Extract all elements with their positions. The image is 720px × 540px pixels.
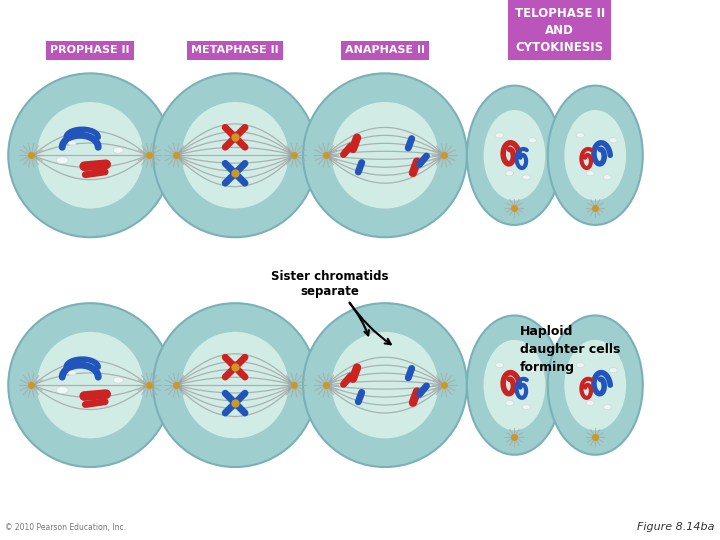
Ellipse shape — [586, 171, 594, 176]
Ellipse shape — [603, 404, 611, 410]
Text: © 2010 Pearson Education, Inc.: © 2010 Pearson Education, Inc. — [5, 523, 126, 532]
Ellipse shape — [609, 138, 617, 143]
Ellipse shape — [523, 175, 531, 180]
Ellipse shape — [484, 340, 545, 430]
Circle shape — [37, 332, 143, 438]
Circle shape — [182, 102, 288, 208]
Circle shape — [332, 102, 438, 208]
Text: Sister chromatids
separate: Sister chromatids separate — [271, 270, 389, 335]
Ellipse shape — [564, 340, 626, 430]
Ellipse shape — [576, 363, 584, 368]
Ellipse shape — [523, 404, 531, 410]
Ellipse shape — [576, 133, 584, 138]
Ellipse shape — [113, 377, 123, 383]
Text: ANAPHASE II: ANAPHASE II — [345, 45, 425, 56]
Text: Figure 8.14ba: Figure 8.14ba — [637, 522, 715, 532]
Circle shape — [37, 102, 143, 208]
Ellipse shape — [586, 401, 594, 406]
Text: PROPHASE II: PROPHASE II — [50, 45, 130, 56]
Ellipse shape — [564, 110, 626, 200]
Ellipse shape — [505, 171, 513, 176]
Ellipse shape — [68, 141, 76, 146]
Ellipse shape — [548, 86, 643, 225]
Ellipse shape — [505, 401, 513, 406]
Circle shape — [8, 73, 172, 237]
Ellipse shape — [68, 370, 76, 376]
Ellipse shape — [113, 147, 123, 153]
Ellipse shape — [609, 368, 617, 373]
Circle shape — [153, 303, 317, 467]
Ellipse shape — [56, 157, 68, 164]
Ellipse shape — [528, 138, 536, 143]
Ellipse shape — [548, 315, 643, 455]
Text: Haploid
daughter cells
forming: Haploid daughter cells forming — [520, 325, 620, 374]
Ellipse shape — [467, 86, 562, 225]
Ellipse shape — [56, 387, 68, 394]
Circle shape — [303, 303, 467, 467]
Ellipse shape — [495, 133, 503, 138]
Ellipse shape — [495, 363, 503, 368]
Ellipse shape — [528, 368, 536, 373]
Circle shape — [153, 73, 317, 237]
Circle shape — [182, 332, 288, 438]
Circle shape — [8, 303, 172, 467]
Ellipse shape — [484, 110, 545, 200]
Circle shape — [332, 332, 438, 438]
Circle shape — [303, 73, 467, 237]
Text: METAPHASE II: METAPHASE II — [192, 45, 279, 56]
Text: TELOPHASE II
AND
CYTOKINESIS: TELOPHASE II AND CYTOKINESIS — [515, 7, 605, 54]
Ellipse shape — [603, 175, 611, 180]
Ellipse shape — [467, 315, 562, 455]
